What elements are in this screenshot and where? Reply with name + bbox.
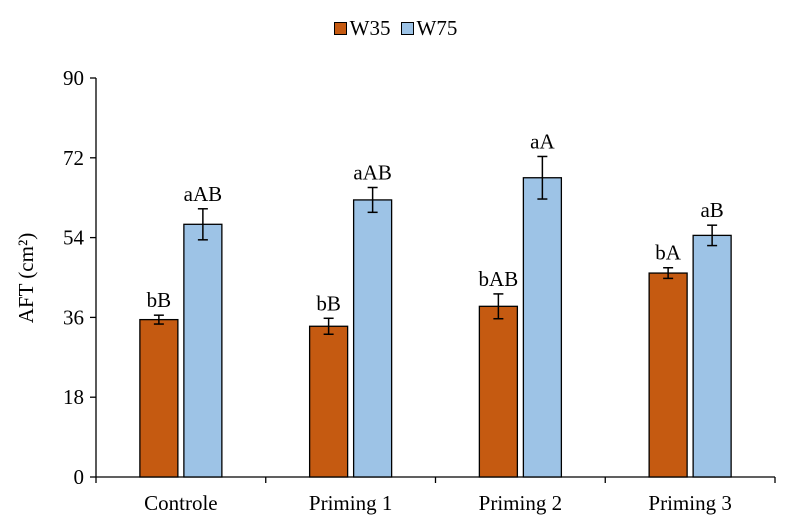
legend: W35 W75 <box>0 16 791 41</box>
bar-w35-1 <box>139 318 179 478</box>
bars <box>139 155 732 478</box>
labels: bB aAB bB aAB bAB aA bA aB <box>147 129 724 315</box>
y-tick-label: 0 <box>74 465 85 489</box>
bar-w75-2 <box>352 199 393 478</box>
data-label: aAB <box>353 161 392 185</box>
data-label: bB <box>316 291 341 315</box>
y-tick-label: 36 <box>63 305 84 329</box>
bar-w35-4 <box>648 272 688 478</box>
legend-item-w35: W35 <box>333 16 391 41</box>
data-label: aB <box>700 198 723 222</box>
bar-w75-1 <box>183 223 223 478</box>
data-label: bA <box>655 241 682 265</box>
legend-label-w75: W75 <box>416 16 458 40</box>
y-axis-label: AFT (cm²) <box>14 233 38 323</box>
data-label: bB <box>147 288 172 312</box>
legend-swatch-w75 <box>400 22 414 35</box>
y-tick-label: 72 <box>63 146 84 170</box>
legend-swatch-w35 <box>333 22 347 35</box>
x-tick-label: Priming 2 <box>479 491 562 515</box>
y-tick-label: 54 <box>63 226 85 250</box>
legend-label-w35: W35 <box>349 16 391 40</box>
bar-w35-2 <box>308 325 349 478</box>
data-label: aAB <box>184 182 223 206</box>
y-tick-label: 18 <box>63 385 84 409</box>
x-tick-label: Priming 3 <box>648 491 731 515</box>
bar-w75-3 <box>522 177 563 478</box>
legend-item-w75: W75 <box>400 16 458 41</box>
x-tick-label: Priming 1 <box>309 491 392 515</box>
bar-w75-4 <box>692 234 732 478</box>
y-tick-label: 90 <box>63 66 84 90</box>
bar-w35-3 <box>478 305 519 478</box>
data-label: aA <box>530 129 555 153</box>
data-label: bAB <box>479 267 519 291</box>
x-tick-label: Controle <box>144 491 218 515</box>
